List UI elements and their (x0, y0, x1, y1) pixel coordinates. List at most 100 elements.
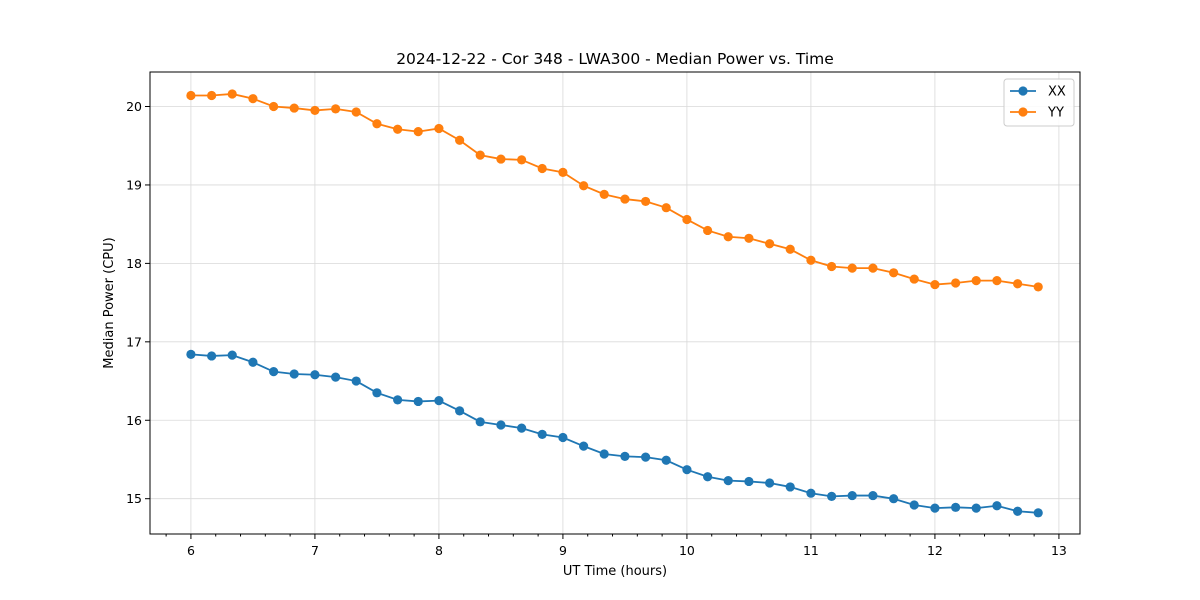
data-point-yy (641, 196, 651, 207)
x-tick-label: 10 (679, 543, 695, 558)
data-point-xx (1033, 508, 1043, 518)
legend-label-yy: YY (1047, 106, 1064, 121)
data-point-xx (992, 501, 1002, 511)
data-point-yy (517, 155, 527, 165)
x-tick-label: 7 (311, 543, 319, 558)
data-point-xx (331, 372, 341, 382)
data-point-xx (827, 491, 837, 501)
data-point-xx (434, 396, 444, 406)
data-point-xx (351, 376, 361, 386)
data-point-xx (579, 441, 589, 451)
legend: XX YY (1003, 78, 1075, 127)
data-point-xx (372, 388, 382, 398)
y-tick-label: 18 (126, 256, 142, 271)
data-point-yy (930, 279, 940, 290)
data-point-xx (744, 476, 754, 487)
data-point-xx (475, 417, 485, 427)
x-tick-label: 9 (559, 543, 567, 558)
data-point-xx (537, 429, 547, 439)
data-point-yy (248, 94, 258, 104)
data-point-xx (868, 490, 878, 501)
data-point-yy (703, 225, 713, 236)
data-point-yy (331, 104, 341, 114)
data-point-xx (682, 465, 692, 475)
data-point-xx (310, 370, 320, 380)
data-point-yy (227, 89, 237, 99)
legend-marker-yy (1018, 107, 1028, 117)
x-tick-label: 11 (803, 543, 819, 558)
data-point-xx (951, 502, 961, 512)
data-point-xx (517, 423, 527, 433)
data-point-xx (971, 503, 981, 513)
data-point-yy (475, 150, 485, 160)
data-point-yy (579, 181, 589, 191)
chart-title: 2024-12-22 - Cor 348 - LWA300 - Median P… (396, 50, 834, 68)
data-point-xx (641, 452, 651, 462)
x-tick-label: 6 (187, 543, 195, 558)
data-point-yy (971, 276, 981, 286)
data-point-yy (496, 154, 506, 164)
data-point-yy (186, 90, 196, 101)
data-point-xx (413, 396, 423, 407)
data-point-yy (951, 278, 961, 288)
data-point-yy (207, 90, 217, 101)
data-point-xx (1013, 506, 1023, 516)
data-point-yy (1033, 282, 1043, 292)
data-point-yy (393, 124, 403, 134)
data-point-yy (868, 263, 878, 273)
grid (150, 72, 1080, 534)
data-point-yy (372, 119, 382, 129)
data-point-yy (992, 276, 1002, 286)
data-point-yy (558, 167, 568, 178)
x-axis-label: UT Time (hours) (563, 564, 667, 579)
data-point-xx (806, 488, 816, 498)
y-tick-label: 20 (126, 99, 142, 114)
legend-label-xx: XX (1048, 85, 1066, 100)
data-point-xx (289, 369, 299, 379)
data-point-xx (703, 472, 713, 482)
data-point-yy (765, 239, 775, 249)
data-point-yy (413, 127, 423, 137)
data-point-yy (351, 107, 361, 117)
series-layer (186, 89, 1043, 518)
data-point-yy (889, 268, 899, 278)
y-tick-label: 16 (126, 413, 142, 428)
data-point-xx (393, 395, 403, 405)
data-point-xx (496, 420, 506, 430)
data-point-xx (661, 455, 671, 465)
data-point-xx (248, 357, 258, 367)
plot-frame (149, 71, 1081, 535)
data-point-yy (537, 163, 547, 174)
data-point-xx (723, 476, 733, 486)
legend-marker-xx (1018, 86, 1028, 96)
series-line-yy (190, 93, 1039, 288)
data-point-xx (620, 451, 630, 461)
data-point-yy (599, 189, 609, 199)
y-tick-label: 17 (126, 334, 142, 349)
data-point-yy (661, 203, 671, 213)
data-point-xx (455, 406, 465, 416)
data-point-yy (806, 255, 816, 265)
data-point-yy (847, 263, 857, 273)
data-point-yy (682, 214, 692, 225)
ticks: 6 7 8 9 10 11 12 13 15 16 17 18 19 20 (126, 99, 1067, 558)
data-point-xx (847, 490, 857, 501)
data-point-xx (930, 503, 940, 513)
x-tick-label: 12 (927, 543, 943, 558)
data-point-yy (723, 232, 733, 242)
data-point-yy (289, 103, 299, 113)
data-point-xx (909, 500, 919, 510)
y-tick-label: 15 (126, 491, 142, 506)
data-point-yy (1013, 279, 1023, 289)
x-tick-label: 13 (1051, 543, 1067, 558)
data-point-xx (599, 449, 609, 459)
data-point-xx (207, 351, 217, 361)
data-point-yy (434, 123, 444, 134)
data-point-yy (909, 274, 919, 284)
data-point-yy (455, 135, 465, 145)
data-point-xx (785, 482, 795, 492)
data-point-yy (620, 194, 630, 204)
data-point-yy (785, 244, 795, 254)
data-point-yy (744, 233, 754, 243)
